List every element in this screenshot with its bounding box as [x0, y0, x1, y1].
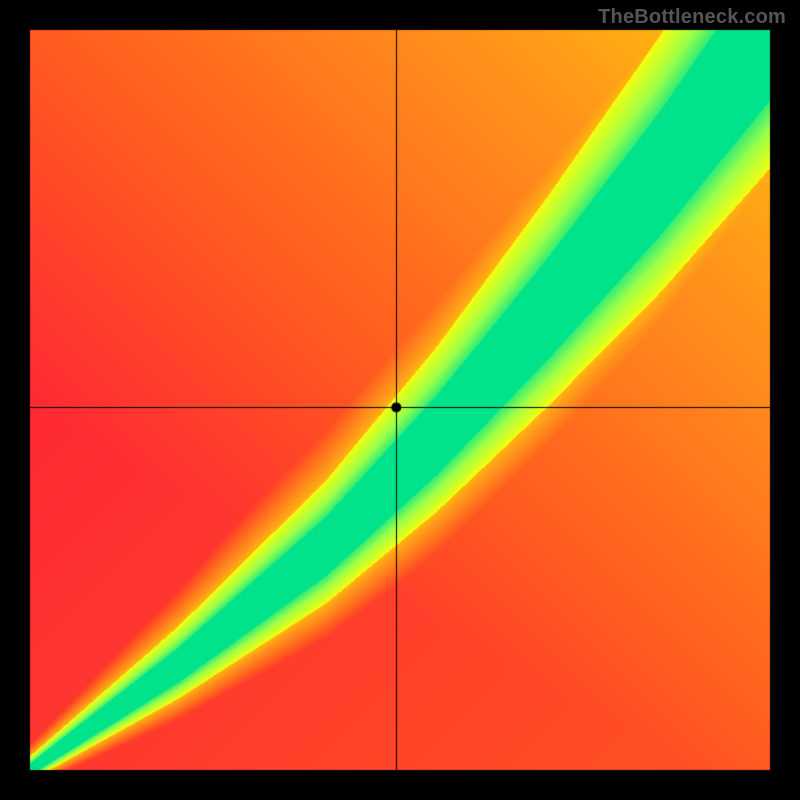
heatmap-canvas: [0, 0, 800, 800]
figure-container: TheBottleneck.com: [0, 0, 800, 800]
watermark-text: TheBottleneck.com: [598, 6, 786, 29]
